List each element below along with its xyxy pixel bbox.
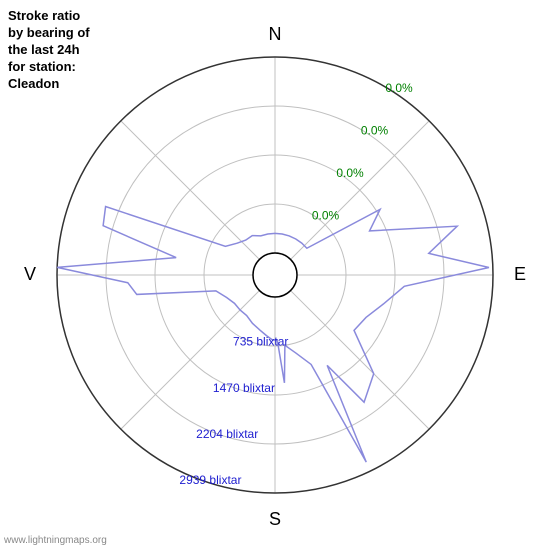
compass-E: E: [514, 264, 526, 284]
ring-label-ratio: 0.0%: [312, 209, 340, 223]
ring-label-ratio: 0.0%: [385, 81, 413, 95]
compass-V: V: [24, 264, 36, 284]
polar-chart: 0.0% 0.0% 0.0% 0.0% 735 blixtar 1470 blixtar 2…: [0, 0, 550, 550]
ring-label-ratio: 0.0%: [361, 124, 389, 138]
ring-label-count: 2204 blixtar: [196, 427, 258, 441]
compass-N: N: [269, 24, 282, 44]
ring-label-ratio: 0.0%: [336, 166, 364, 180]
ring-label-count: 2939 blixtar: [179, 473, 241, 487]
grid-spoke: [121, 291, 260, 430]
inner-hub: [253, 253, 297, 297]
grid-spoke: [291, 121, 430, 260]
compass-S: S: [269, 509, 281, 529]
grid-spoke: [291, 291, 430, 430]
ring-label-count: 735 blixtar: [233, 335, 288, 349]
grid-spoke: [121, 121, 260, 260]
ring-label-count: 1470 blixtar: [213, 381, 275, 395]
